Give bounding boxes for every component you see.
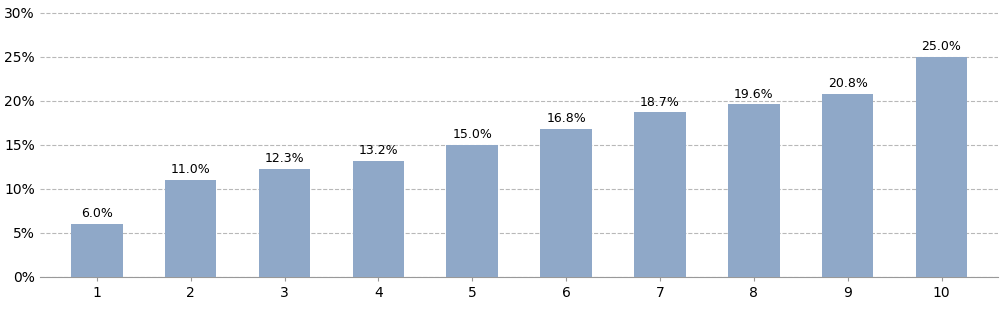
Bar [916, 57, 967, 277]
Bar [353, 161, 404, 277]
Text: 25.0%: 25.0% [922, 40, 962, 53]
Text: 15.0%: 15.0% [452, 128, 492, 141]
Bar [540, 129, 592, 277]
Bar [822, 94, 874, 277]
Bar [165, 180, 216, 277]
Text: 12.3%: 12.3% [265, 152, 305, 165]
Bar [71, 224, 122, 277]
Text: 6.0%: 6.0% [81, 207, 113, 220]
Text: 19.6%: 19.6% [734, 88, 774, 101]
Bar [728, 104, 780, 277]
Bar [259, 169, 311, 277]
Text: 11.0%: 11.0% [170, 163, 210, 176]
Text: 18.7%: 18.7% [640, 96, 680, 109]
Text: 13.2%: 13.2% [359, 144, 398, 157]
Bar [447, 145, 498, 277]
Bar [634, 112, 685, 277]
Text: 20.8%: 20.8% [828, 77, 868, 90]
Text: 16.8%: 16.8% [546, 113, 586, 126]
